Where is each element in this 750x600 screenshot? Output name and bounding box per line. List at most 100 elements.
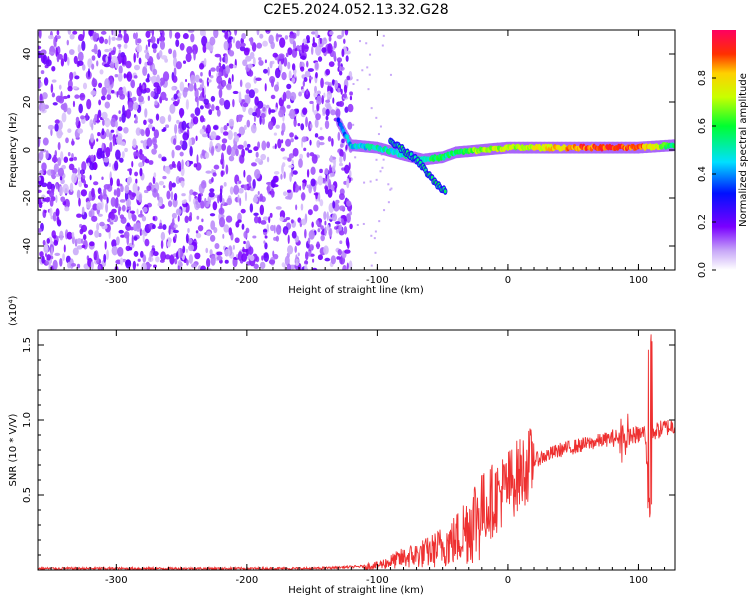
heatmap-noise-cell	[232, 90, 239, 95]
heatmap-noise-cell	[187, 227, 190, 234]
heatmap-noise-cell	[223, 125, 228, 131]
heatmap-noise-cell	[177, 92, 182, 97]
heatmap-noise-cell	[261, 116, 265, 125]
heatmap-noise-cell	[72, 247, 79, 256]
heatmap-speckle	[352, 83, 355, 86]
heatmap-noise-cell	[233, 184, 240, 195]
heatmap-noise-cell	[88, 210, 93, 218]
heatmap-noise-cell	[152, 224, 156, 230]
heatmap-noise-cell	[292, 40, 297, 50]
heatmap-noise-cell	[312, 36, 315, 46]
heatmap-noise-cell	[184, 215, 189, 224]
heatmap-noise-cell	[115, 236, 120, 246]
heatmap-noise-cell	[221, 143, 227, 151]
heatmap-noise-cell	[300, 203, 304, 211]
heatmap-noise-cell	[60, 178, 65, 185]
heatmap-noise-cell	[258, 59, 264, 66]
heatmap-speckle	[370, 264, 373, 267]
heatmap-noise-cell	[344, 106, 349, 113]
heatmap-noise-cell	[153, 264, 157, 268]
heatmap-noise-cell	[167, 200, 173, 208]
heatmap-noise-cell	[80, 169, 84, 177]
heatmap-noise-cell	[98, 99, 102, 106]
heatmap-noise-cell	[199, 84, 202, 92]
heatmap-noise-cell	[115, 149, 121, 160]
heatmap-noise-cell	[79, 92, 86, 101]
heatmap-noise-cell	[160, 239, 164, 249]
heatmap-noise-cell	[317, 56, 323, 62]
heatmap-noise-cell	[81, 244, 86, 249]
heatmap-noise-cell	[73, 55, 78, 65]
heatmap-noise-cell	[111, 30, 114, 36]
heatmap-noise-cell	[67, 30, 72, 35]
heatmap-noise-cell	[330, 109, 336, 116]
heatmap-noise-cell	[246, 174, 252, 183]
heatmap-noise-cell	[105, 202, 109, 213]
heatmap-noise-cell	[54, 123, 59, 132]
heatmap-noise-cell	[219, 97, 225, 106]
heatmap-noise-cell	[152, 216, 155, 221]
heatmap-noise-cell	[132, 32, 137, 40]
heatmap-noise-cell	[225, 215, 233, 223]
heatmap-noise-cell	[157, 225, 164, 230]
heatmap-noise-cell	[224, 53, 229, 65]
heatmap-noise-cell	[324, 257, 331, 262]
heatmap-noise-cell	[52, 235, 57, 239]
heatmap-noise-cell	[307, 209, 313, 216]
heatmap-noise-cell	[306, 168, 310, 178]
heatmap-noise-cell	[130, 79, 136, 89]
heatmap-noise-cell	[238, 180, 242, 184]
heatmap-noise-cell	[244, 191, 248, 202]
heatmap-noise-cell	[47, 35, 54, 40]
heatmap-noise-cell	[338, 205, 346, 211]
heatmap-noise-cell	[196, 97, 199, 108]
heatmap-noise-cell	[209, 188, 215, 193]
heatmap-noise-cell	[133, 52, 136, 63]
heatmap-noise-cell	[197, 224, 204, 232]
heatmap-noise-cell	[345, 237, 350, 247]
heatmap-noise-cell	[48, 190, 55, 198]
heatmap-noise-cell	[279, 216, 285, 222]
colorbar-gradient	[712, 30, 736, 270]
heatmap-noise-cell	[103, 253, 107, 263]
heatmap-noise-cell	[199, 128, 205, 135]
heatmap-noise-cell	[38, 189, 42, 194]
heatmap-noise-cell	[152, 175, 156, 185]
heatmap-noise-cell	[111, 89, 115, 94]
heatmap-noise-cell	[188, 122, 193, 129]
heatmap-noise-cell	[266, 156, 270, 163]
heatmap-noise-cell	[185, 52, 192, 63]
heatmap-noise-cell	[55, 47, 58, 57]
heatmap-noise-cell	[43, 77, 49, 86]
heatmap-noise-cell	[237, 144, 244, 150]
heatmap-speckle	[381, 44, 384, 47]
heatmap-noise-cell	[226, 123, 229, 127]
heatmap-noise-cell	[180, 180, 185, 187]
heatmap-noise-cell	[151, 43, 158, 50]
heatmap-noise-cell	[332, 97, 335, 104]
heatmap-noise-cell	[344, 249, 351, 254]
heatmap-noise-cell	[103, 157, 110, 163]
heatmap-noise-cell	[174, 233, 177, 240]
heatmap-noise-cell	[185, 99, 189, 110]
heatmap-noise-cell	[209, 213, 216, 217]
heatmap-noise-cell	[329, 155, 333, 163]
heatmap-noise-cell	[246, 119, 251, 128]
heatmap-noise-cell	[85, 112, 89, 122]
heatmap-noise-cell	[323, 245, 329, 255]
heatmap-noise-cell	[140, 129, 145, 137]
heatmap-noise-cell	[313, 204, 319, 212]
snr-y-tick-label: 1.0	[22, 412, 33, 428]
heatmap-noise-cell	[224, 248, 231, 257]
heatmap-noise-cell	[174, 123, 178, 135]
heatmap-noise-cell	[243, 124, 247, 130]
heatmap-noise-cell	[136, 152, 140, 157]
heatmap-noise-cell	[330, 255, 337, 265]
heatmap-noise-cell	[176, 90, 179, 95]
heatmap-noise-cell	[96, 113, 100, 124]
heatmap-noise-cell	[182, 33, 189, 40]
heatmap-noise-cell	[245, 55, 252, 62]
heatmap-noise-cell	[123, 126, 129, 134]
heatmap-noise-cell	[200, 265, 207, 270]
heatmap-noise-cell	[63, 52, 68, 63]
